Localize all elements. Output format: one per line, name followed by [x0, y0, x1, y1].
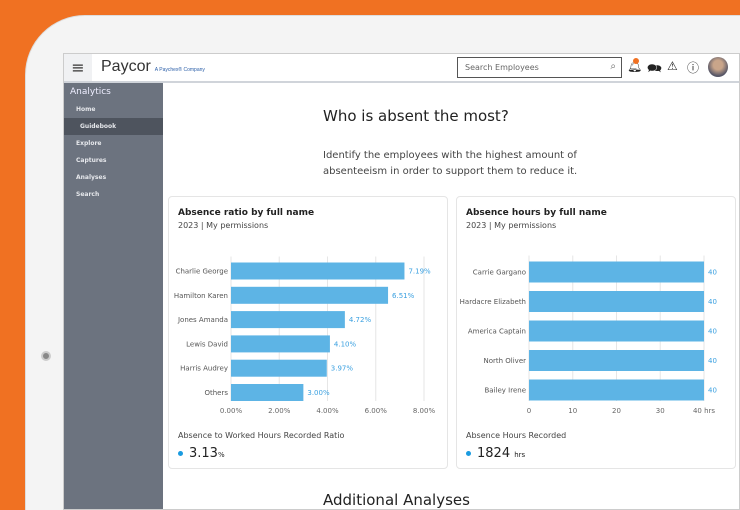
- category-label: Jones Amanda: [177, 316, 228, 324]
- paycor-logo[interactable]: Paycor A Paychex® Company: [101, 58, 205, 75]
- category-label: Lewis David: [186, 340, 228, 348]
- bar: [231, 335, 330, 353]
- x-tick-label: 0.00%: [220, 407, 243, 415]
- absence-hours-chart: 0 10 20 30 40 hrs Carrie Gargano 40 Hardacre El…: [460, 255, 717, 415]
- additional-analyses-title: Additional Analyses: [323, 491, 470, 509]
- page-description: Identify the employees with the highest …: [323, 150, 578, 177]
- sidebar-item-explore[interactable]: Explore: [76, 140, 102, 147]
- x-tick-label: 4.00%: [316, 407, 339, 415]
- app-screen: ≡ Paycor A Paychex® Company Search Employ…: [63, 53, 740, 510]
- x-tick-label: 10: [568, 407, 577, 415]
- bar: [529, 261, 704, 283]
- x-tick-label: 40 hrs: [693, 407, 715, 415]
- avatar[interactable]: [708, 57, 728, 77]
- hamburger-menu-icon[interactable]: ≡: [64, 54, 92, 81]
- data-label: 6.51%: [392, 292, 415, 300]
- card-title: Absence hours by full name: [466, 208, 607, 218]
- absence-ratio-card[interactable]: Absence ratio by full name 2023 | My per…: [168, 196, 448, 469]
- bar: [231, 311, 345, 329]
- data-label: 40: [708, 269, 717, 277]
- sidebar: Analytics Home Guidebook Explore Capture…: [64, 83, 163, 509]
- data-label: 40: [708, 387, 717, 395]
- sidebar-item-home[interactable]: Home: [76, 106, 96, 113]
- x-tick-label: 6.00%: [365, 407, 388, 415]
- sidebar-item-captures[interactable]: Captures: [76, 157, 107, 164]
- category-label: North Oliver: [483, 357, 526, 365]
- data-label: 3.00%: [307, 389, 330, 397]
- x-tick-label: 0: [527, 407, 531, 415]
- absence-ratio-chart: 0.00% 2.00% 4.00% 6.00% 8.00% Charlie George 7…: [174, 256, 436, 415]
- data-label: 40: [708, 298, 717, 306]
- bar: [231, 359, 327, 377]
- feedback-icon[interactable]: ⚠︎: [667, 59, 678, 73]
- bar: [231, 384, 304, 401]
- bar: [231, 262, 405, 280]
- sidebar-title: Analytics: [70, 87, 111, 97]
- search-icon[interactable]: ⌕: [610, 61, 616, 72]
- data-label: 3.97%: [331, 365, 354, 373]
- sidebar-item-search[interactable]: Search: [76, 191, 100, 198]
- category-label: Hardacre Elizabeth: [460, 298, 526, 306]
- absence-hours-card[interactable]: Absence hours by full name 2023 | My per…: [456, 196, 736, 469]
- data-label: 7.19%: [408, 268, 431, 276]
- category-label: Carrie Gargano: [473, 269, 526, 277]
- card-subtitle: 2023 | My permissions: [466, 221, 557, 230]
- card-title: Absence ratio by full name: [178, 208, 315, 218]
- category-label: Hamilton Karen: [174, 292, 228, 300]
- sidebar-item-analyses[interactable]: Analyses: [76, 174, 107, 181]
- chat-icon[interactable]: 🗪︎: [647, 61, 662, 75]
- category-label: America Captain: [468, 328, 526, 336]
- page-title: Who is absent the most?: [323, 107, 509, 125]
- bar: [231, 286, 389, 304]
- metric-value: 1824 hrs: [466, 446, 525, 461]
- data-label: 4.72%: [349, 316, 372, 324]
- data-label: 40: [708, 328, 717, 336]
- x-tick-label: 20: [612, 407, 621, 415]
- category-label: Charlie George: [176, 268, 228, 276]
- help-icon[interactable]: ⓘ: [687, 61, 700, 75]
- metric-value: 3.13%: [178, 446, 225, 461]
- category-label: Bailey Irene: [485, 387, 527, 395]
- notification-badge: [633, 58, 639, 64]
- card-subtitle: 2023 | My permissions: [178, 221, 269, 230]
- data-label: 4.10%: [334, 340, 357, 348]
- main-content: Who is absent the most? Identify the emp…: [163, 83, 739, 509]
- metric-label: Absence Hours Recorded: [466, 431, 567, 440]
- category-label: Others: [204, 389, 228, 397]
- data-label: 40: [708, 357, 717, 365]
- bar: [529, 379, 704, 401]
- category-label: Harris Audrey: [180, 365, 228, 373]
- x-tick-label: 30: [656, 407, 665, 415]
- top-header: ≡ Paycor A Paychex® Company Search Employ…: [64, 54, 739, 83]
- metric-label: Absence to Worked Hours Recorded Ratio: [178, 431, 345, 440]
- bar: [529, 350, 704, 371]
- sidebar-item-guidebook[interactable]: Guidebook: [64, 118, 163, 135]
- x-tick-label: 2.00%: [268, 407, 291, 415]
- x-tick-label: 8.00%: [413, 407, 436, 415]
- bar: [529, 291, 704, 312]
- search-employees-input[interactable]: Search Employees ⌕: [457, 57, 622, 78]
- camera: [41, 351, 51, 361]
- bar: [529, 320, 704, 342]
